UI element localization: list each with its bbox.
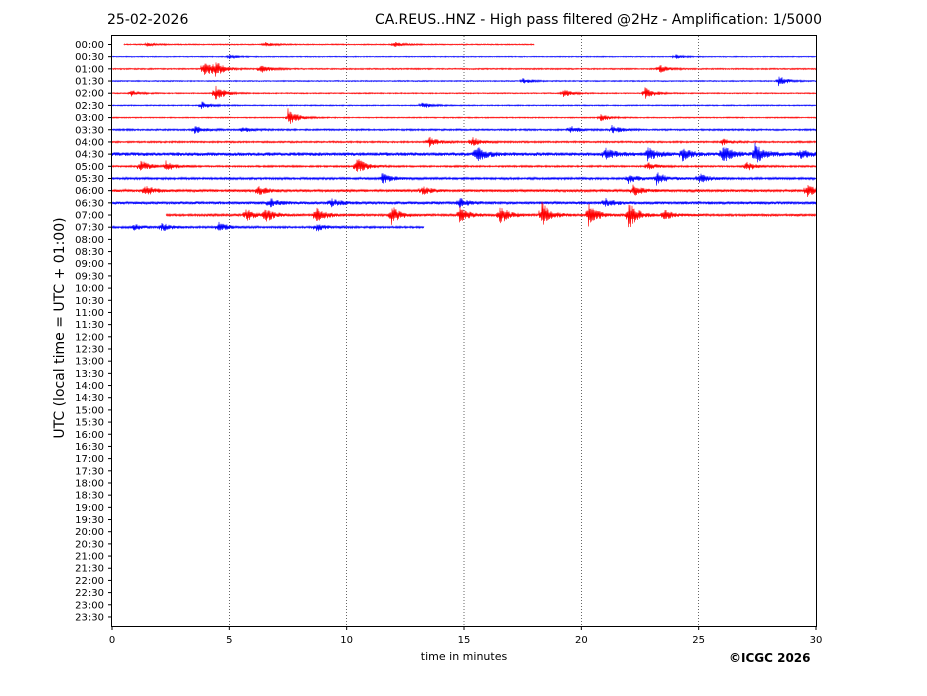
trace-01:00 [111, 62, 817, 77]
y-axis-label: UTC (local time = UTC + 01:00) [52, 217, 68, 439]
y-tick-label-13:00: 13:00 [75, 357, 104, 368]
trace-05:30 [111, 172, 817, 186]
trace-06:30 [111, 197, 817, 208]
trace-00:00 [123, 41, 535, 48]
y-tick-label-01:00: 01:00 [75, 64, 104, 75]
y-tick-label-06:30: 06:30 [75, 198, 104, 209]
y-tick-label-07:30: 07:30 [75, 223, 104, 234]
trace-03:00 [111, 108, 817, 124]
x-axis-ticks: 0 5 10 15 20 25 30 [109, 626, 823, 646]
plot-frame [111, 35, 817, 627]
y-tick-label-11:30: 11:30 [75, 320, 104, 331]
y-tick-label-16:30: 16:30 [75, 442, 104, 453]
y-tick-label-20:30: 20:30 [75, 539, 104, 550]
trace-02:30 [111, 101, 817, 110]
y-tick-label-22:00: 22:00 [75, 576, 104, 587]
y-tick-label-10:30: 10:30 [75, 296, 104, 307]
y-tick-label-20:00: 20:00 [75, 527, 104, 538]
y-tick-label-04:30: 04:30 [75, 150, 104, 161]
trace-07:00 [165, 201, 817, 228]
trace-06:00 [111, 184, 817, 198]
y-tick-label-15:30: 15:30 [75, 418, 104, 429]
y-tick-label-04:00: 04:00 [75, 137, 104, 148]
y-tick-label-03:30: 03:30 [75, 125, 104, 136]
trace-01:30 [111, 76, 817, 87]
x-tick-label-25: 25 [692, 635, 705, 646]
trace-04:00 [111, 136, 817, 148]
y-tick-label-16:00: 16:00 [75, 430, 104, 441]
trace-03:30 [111, 125, 817, 134]
y-tick-label-14:30: 14:30 [75, 393, 104, 404]
y-tick-label-12:30: 12:30 [75, 345, 104, 356]
y-tick-label-09:30: 09:30 [75, 271, 104, 282]
x-axis-label: time in minutes [420, 650, 508, 663]
y-tick-label-05:30: 05:30 [75, 174, 104, 185]
y-tick-label-23:00: 23:00 [75, 600, 104, 611]
y-tick-label-17:30: 17:30 [75, 466, 104, 477]
vertical-gridlines [229, 36, 699, 626]
y-tick-label-08:30: 08:30 [75, 247, 104, 258]
y-tick-label-00:30: 00:30 [75, 52, 104, 63]
trace-04:30 [111, 142, 817, 163]
trace-07:30 [111, 221, 425, 232]
y-tick-label-10:00: 10:00 [75, 284, 104, 295]
y-tick-label-01:30: 01:30 [75, 77, 104, 88]
y-tick-label-06:00: 06:00 [75, 186, 104, 197]
chart-date: 25-02-2026 [107, 12, 189, 28]
x-tick-label-5: 5 [226, 635, 232, 646]
y-tick-label-05:00: 05:00 [75, 162, 104, 173]
x-tick-label-20: 20 [575, 635, 588, 646]
trace-00:30 [111, 54, 817, 60]
y-tick-label-00:00: 00:00 [75, 40, 104, 51]
y-tick-label-21:00: 21:00 [75, 552, 104, 563]
y-tick-label-23:30: 23:30 [75, 612, 104, 623]
y-tick-label-03:00: 03:00 [75, 113, 104, 124]
x-tick-label-30: 30 [810, 635, 823, 646]
seismic-traces [111, 41, 817, 232]
y-tick-label-09:00: 09:00 [75, 259, 104, 270]
trace-02:00 [111, 85, 817, 100]
y-tick-label-18:30: 18:30 [75, 491, 104, 502]
y-tick-label-15:00: 15:00 [75, 405, 104, 416]
x-tick-label-15: 15 [458, 635, 471, 646]
y-tick-label-11:00: 11:00 [75, 308, 104, 319]
x-tick-label-10: 10 [340, 635, 353, 646]
y-tick-label-07:00: 07:00 [75, 211, 104, 222]
trace-05:00 [111, 159, 817, 172]
y-tick-label-18:00: 18:00 [75, 478, 104, 489]
y-tick-label-08:00: 08:00 [75, 235, 104, 246]
y-tick-label-02:00: 02:00 [75, 89, 104, 100]
x-tick-label-0: 0 [109, 635, 115, 646]
copyright-notice: ©ICGC 2026 [729, 651, 811, 665]
y-tick-label-14:00: 14:00 [75, 381, 104, 392]
y-tick-label-19:30: 19:30 [75, 515, 104, 526]
y-tick-label-21:30: 21:30 [75, 564, 104, 575]
y-tick-label-17:00: 17:00 [75, 454, 104, 465]
y-tick-label-13:30: 13:30 [75, 369, 104, 380]
y-tick-label-12:00: 12:00 [75, 332, 104, 343]
y-tick-label-02:30: 02:30 [75, 101, 104, 112]
y-tick-label-22:30: 22:30 [75, 588, 104, 599]
chart-title: CA.REUS..HNZ - High pass filtered @2Hz -… [375, 12, 822, 28]
y-tick-label-19:00: 19:00 [75, 503, 104, 514]
